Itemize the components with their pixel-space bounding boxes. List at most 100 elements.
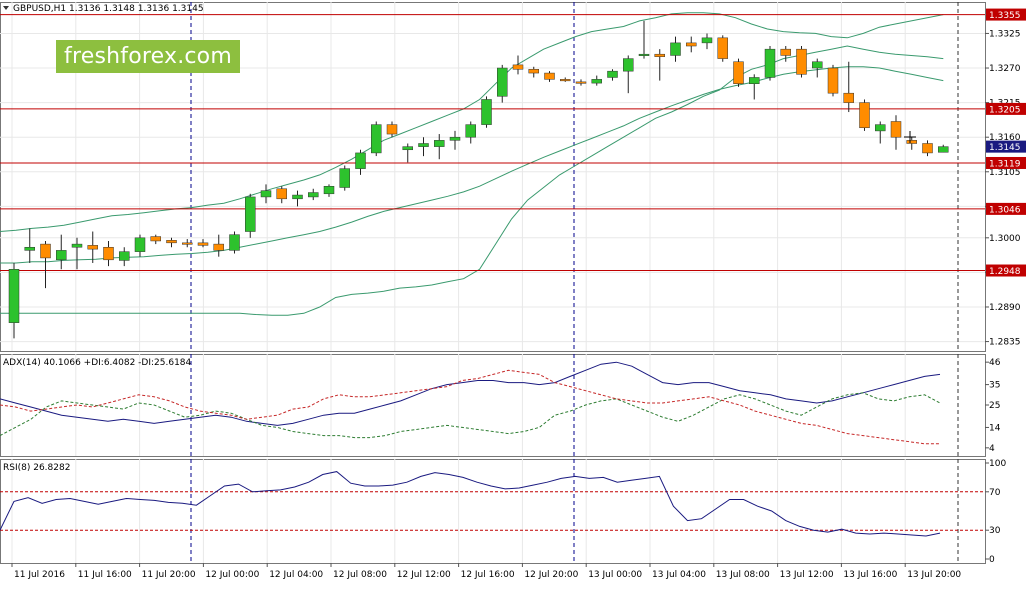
bull-candle <box>56 250 67 261</box>
bear-candle <box>40 243 51 259</box>
level-price-label: 1.3205 <box>989 105 1021 115</box>
bull-candle <box>260 190 272 198</box>
bear-candle <box>103 246 114 261</box>
bull-candle <box>607 70 618 78</box>
bear-candle <box>544 72 555 80</box>
current-price-box <box>986 140 1026 153</box>
freshforex-logo: freshforex.com <box>56 40 240 73</box>
adx-tick-label: 4 <box>989 444 995 454</box>
bull-candle <box>812 61 823 69</box>
level-price-label: 1.3046 <box>989 205 1021 215</box>
bull-candle <box>670 42 681 56</box>
bull-candle <box>638 53 650 56</box>
rsi-tick-label: 100 <box>989 459 1006 469</box>
adx-tick-label: 25 <box>989 401 1000 411</box>
level-price-box <box>986 202 1026 215</box>
bull-candle <box>465 124 476 138</box>
y-tick-label: 1.3000 <box>989 234 1021 244</box>
bear-candle <box>150 236 161 242</box>
bear-candle <box>182 242 193 245</box>
rsi-tick-label: 30 <box>989 526 1001 536</box>
bull-candle <box>24 246 35 251</box>
bull-candle <box>418 143 429 147</box>
bull-candle <box>323 185 335 195</box>
bear-candle <box>575 81 587 84</box>
y-tick-label: 1.2835 <box>989 338 1021 348</box>
adx-tick-label: 46 <box>989 358 1001 368</box>
bear-candle <box>512 64 524 70</box>
x-tick-label: 12 Jul 04:00 <box>269 570 323 580</box>
x-tick-label: 12 Jul 00:00 <box>205 570 259 580</box>
bear-candle <box>780 48 791 56</box>
bear-candle <box>197 242 209 246</box>
rsi-tick-label: 70 <box>989 488 1001 498</box>
x-tick-label: 12 Jul 16:00 <box>461 570 515 580</box>
bear-candle <box>686 42 697 47</box>
bear-candle <box>717 37 728 59</box>
bull-candle <box>938 146 949 153</box>
bull-candle <box>875 124 886 132</box>
adx-tick-label: 35 <box>989 381 1000 391</box>
current-price-label: 1.3145 <box>989 143 1021 153</box>
bull-candle <box>591 79 602 84</box>
bull-candle <box>134 237 146 252</box>
adx-line-plusDI <box>0 392 941 439</box>
level-price-box <box>986 264 1026 277</box>
bull-candle <box>308 192 319 198</box>
adx-tick-label: 14 <box>989 423 1001 433</box>
bull-candle <box>71 243 83 248</box>
level-price-box <box>986 8 1026 21</box>
bull-candle <box>245 196 256 232</box>
bull-candle <box>749 77 760 84</box>
bull-candle <box>292 194 303 200</box>
level-price-box <box>986 156 1026 169</box>
bull-candle <box>481 99 492 125</box>
y-tick-label: 1.3325 <box>989 29 1021 39</box>
bull-candle <box>449 136 461 141</box>
x-tick-label: 12 Jul 20:00 <box>524 570 578 580</box>
bear-candle <box>859 102 870 129</box>
x-tick-label: 13 Jul 00:00 <box>588 570 642 580</box>
bear-candle <box>528 69 539 74</box>
bull-candle <box>8 269 20 323</box>
x-tick-label: 11 Jul 20:00 <box>142 570 196 580</box>
rsi-tick-label: 0 <box>989 555 995 565</box>
bull-candle <box>229 234 240 251</box>
collapse-triangle-icon <box>3 6 9 10</box>
x-tick-label: 13 Jul 08:00 <box>716 570 770 580</box>
bollinger-middle <box>0 66 944 264</box>
bear-candle <box>166 240 177 244</box>
bear-candle <box>733 61 744 84</box>
y-tick-label: 1.2890 <box>989 303 1021 313</box>
bear-candle <box>843 92 854 103</box>
level-price-box <box>986 102 1026 115</box>
bear-candle <box>906 140 917 144</box>
bear-candle <box>386 124 398 135</box>
level-price-label: 1.3355 <box>989 11 1021 21</box>
panel-frame-2 <box>0 354 986 457</box>
panel-frame-1 <box>0 2 986 352</box>
adx-line-ADX <box>0 361 941 426</box>
bull-candle <box>764 48 776 78</box>
bear-candle <box>213 243 224 251</box>
rsi-title: RSI(8) 26.8282 <box>3 463 70 473</box>
adx-title: ADX(14) 40.1066 +DI:6.4082 -DI:25.6184 <box>3 358 192 368</box>
bear-candle <box>654 53 665 57</box>
bull-candle <box>402 146 413 151</box>
bear-candle <box>560 79 571 82</box>
x-tick-label: 13 Jul 04:00 <box>652 570 706 580</box>
panel-frame-3 <box>0 459 986 564</box>
y-tick-label: 1.3160 <box>989 133 1021 143</box>
bull-candle <box>339 168 350 188</box>
bear-candle <box>922 143 933 154</box>
x-tick-label: 12 Jul 08:00 <box>333 570 387 580</box>
x-tick-label: 11 Jul 16:00 <box>78 570 132 580</box>
y-tick-label: 1.3105 <box>989 168 1021 178</box>
x-tick-label: 13 Jul 20:00 <box>907 570 961 580</box>
y-tick-label: 1.3270 <box>989 64 1021 74</box>
adx-line-minusDI <box>0 369 940 445</box>
level-price-label: 1.3119 <box>989 159 1021 169</box>
bull-candle <box>119 251 130 261</box>
